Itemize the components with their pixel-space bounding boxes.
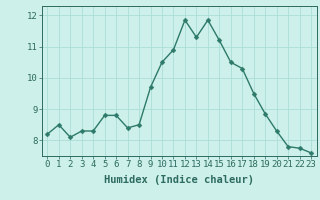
- X-axis label: Humidex (Indice chaleur): Humidex (Indice chaleur): [104, 175, 254, 185]
